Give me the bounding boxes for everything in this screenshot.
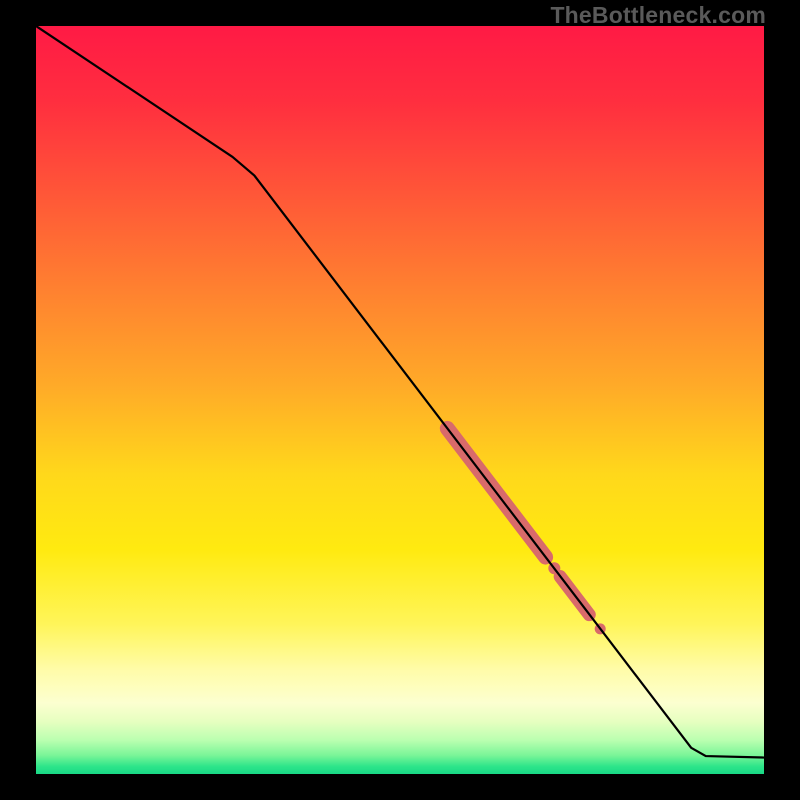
chart-frame: TheBottleneck.com	[0, 0, 800, 800]
gradient-background	[36, 26, 764, 774]
plot-area	[36, 26, 764, 774]
chart-svg	[36, 26, 764, 774]
watermark-text: TheBottleneck.com	[550, 2, 766, 29]
